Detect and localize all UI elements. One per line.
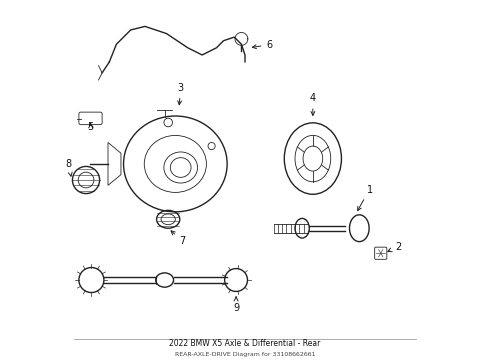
Text: 2: 2 [388, 242, 401, 252]
Text: 1: 1 [358, 185, 372, 211]
Text: 8: 8 [66, 159, 72, 176]
Text: 2022 BMW X5 Axle & Differential - Rear: 2022 BMW X5 Axle & Differential - Rear [170, 339, 320, 348]
Text: 5: 5 [88, 122, 94, 132]
Text: REAR-AXLE-DRIVE Diagram for 33108662661: REAR-AXLE-DRIVE Diagram for 33108662661 [175, 352, 315, 357]
Text: 3: 3 [178, 83, 184, 105]
Text: 6: 6 [252, 40, 272, 50]
Text: 9: 9 [233, 297, 239, 313]
Text: 7: 7 [171, 231, 186, 246]
Text: 4: 4 [310, 93, 316, 116]
